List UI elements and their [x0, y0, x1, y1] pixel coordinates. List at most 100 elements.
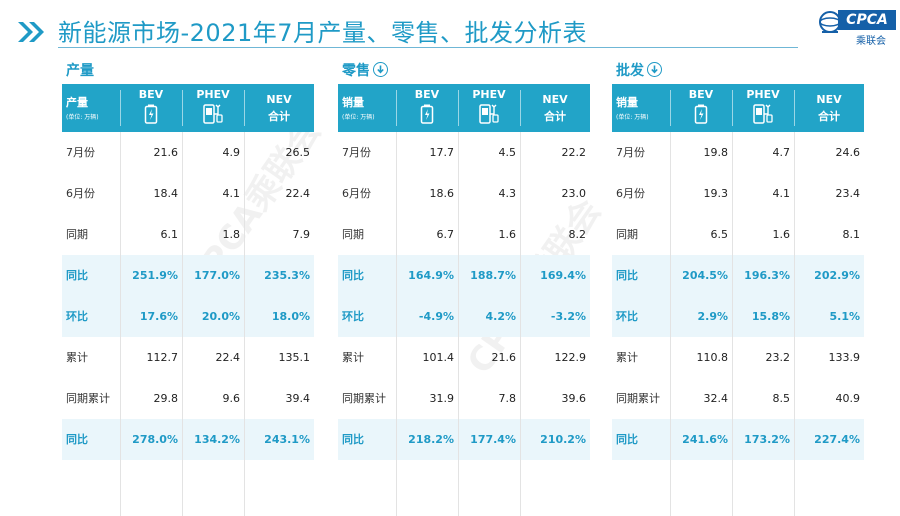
nev-value: 22.2 [561, 146, 587, 159]
table-row: 同比 204.5% 196.3% 202.9% [612, 255, 864, 296]
nev-column-header: NEV [266, 93, 292, 106]
phev-value: 4.7 [772, 146, 791, 159]
bev-value: 21.6 [153, 146, 179, 159]
row-label: 7月份 [342, 146, 371, 159]
double-chevron-icon [18, 22, 44, 42]
header-divider [120, 90, 121, 126]
table-row: 同期累计 31.9 7.8 39.6 [338, 378, 590, 419]
phev-value: 1.6 [772, 228, 791, 241]
nev-value: 18.0% [271, 310, 310, 323]
phev-value: 9.6 [222, 392, 241, 405]
bev-value: 32.4 [703, 392, 729, 405]
header-phev-cell: PHEV [458, 84, 520, 132]
cpca-logo-sub: 乘联会 [856, 36, 886, 47]
phev-value: 1.6 [498, 228, 517, 241]
bev-value: 2.9% [697, 310, 728, 323]
nev-value: 5.1% [829, 310, 860, 323]
column-divider [458, 132, 459, 516]
row-label: 同期累计 [342, 392, 386, 405]
table-row: 6月份 19.3 4.1 23.4 [612, 173, 864, 214]
phev-value: 4.5 [498, 146, 517, 159]
header-divider [670, 90, 671, 126]
row-label: 6月份 [66, 187, 95, 200]
phev-value: 196.3% [744, 269, 790, 282]
phev-value: 4.9 [222, 146, 241, 159]
bev-value: 6.5 [710, 228, 729, 241]
plug-in-hybrid-icon [753, 104, 773, 124]
column-divider [120, 132, 121, 516]
nev-total-header: 合计 [268, 110, 290, 123]
nev-value: 26.5 [285, 146, 311, 159]
down-arrow-icon[interactable] [647, 62, 662, 77]
row-label: 同比 [616, 433, 638, 446]
row-label: 累计 [616, 351, 638, 364]
bev-value: 218.2% [408, 433, 454, 446]
cpca-logo: CPCA [838, 10, 896, 30]
nev-value: 23.0 [561, 187, 587, 200]
row-label: 7月份 [66, 146, 95, 159]
nev-value: 24.6 [835, 146, 861, 159]
panel-label-text: 批发 [616, 63, 644, 79]
header-metric-cell: 销量 (单位: 万辆) [612, 84, 670, 132]
bev-column-header: BEV [688, 88, 714, 101]
bev-value: 6.1 [160, 228, 179, 241]
table-row: 环比 -4.9% 4.2% -3.2% [338, 296, 590, 337]
panel-label-text: 产量 [66, 63, 94, 79]
nev-value: 227.4% [814, 433, 860, 446]
row-label: 累计 [342, 351, 364, 364]
panel-label: 产量 [66, 60, 94, 80]
row-label: 同期 [342, 228, 364, 241]
header-nev-cell: NEV 合计 [520, 84, 590, 132]
title-underline [58, 47, 798, 48]
panel-label: 批发 [616, 60, 662, 80]
phev-column-header: PHEV [472, 88, 506, 101]
nev-value: 202.9% [814, 269, 860, 282]
bev-value: 164.9% [408, 269, 454, 282]
column-divider [244, 132, 245, 516]
phev-value: 21.6 [491, 351, 517, 364]
header-metric-label: 销量 [342, 96, 364, 109]
bev-value: 17.7 [429, 146, 455, 159]
header-metric-cell: 销量 (单位: 万辆) [338, 84, 396, 132]
page-title: 新能源市场-2021年7月产量、零售、批发分析表 [58, 19, 588, 47]
bev-value: 17.6% [139, 310, 178, 323]
table-row: 同期 6.7 1.6 8.2 [338, 214, 590, 255]
panel-header-row: 产量 (单位: 万辆) BEV PHEV [62, 84, 314, 132]
column-divider [670, 132, 671, 516]
nev-value: 40.9 [835, 392, 861, 405]
header-divider [732, 90, 733, 126]
row-label: 环比 [342, 310, 364, 323]
phev-value: 22.4 [215, 351, 241, 364]
phev-column-header: PHEV [196, 88, 230, 101]
header-metric-label: 产量 [66, 96, 88, 109]
phev-value: 20.0% [201, 310, 240, 323]
column-divider [396, 132, 397, 516]
data-panel-0: 产量 产量 (单位: 万辆) BEV PHEV [62, 60, 314, 516]
bev-value: 31.9 [429, 392, 455, 405]
table-row: 同比 278.0% 134.2% 243.1% [62, 419, 314, 460]
header-bev-cell: BEV [120, 84, 182, 132]
bev-value: 204.5% [682, 269, 728, 282]
phev-value: 7.8 [498, 392, 517, 405]
nev-total-header: 合计 [818, 110, 840, 123]
panel-label-text: 零售 [342, 63, 370, 79]
nev-value: 8.2 [568, 228, 587, 241]
phev-column-header: PHEV [746, 88, 780, 101]
table-row: 同比 251.9% 177.0% 235.3% [62, 255, 314, 296]
row-label: 环比 [616, 310, 638, 323]
bev-value: 18.4 [153, 187, 179, 200]
battery-icon [694, 104, 708, 124]
nev-value: 243.1% [264, 433, 310, 446]
column-divider [520, 132, 521, 516]
table-row: 同比 164.9% 188.7% 169.4% [338, 255, 590, 296]
header-bev-cell: BEV [396, 84, 458, 132]
table-row: 同期累计 29.8 9.6 39.4 [62, 378, 314, 419]
bev-value: 29.8 [153, 392, 179, 405]
battery-icon [144, 104, 158, 124]
row-label: 同期 [616, 228, 638, 241]
down-arrow-icon[interactable] [373, 62, 388, 77]
table-row: 7月份 17.7 4.5 22.2 [338, 132, 590, 173]
panel-header-row: 销量 (单位: 万辆) BEV PHEV [338, 84, 590, 132]
header-nev-cell: NEV 合计 [794, 84, 864, 132]
header-metric-label: 销量 [616, 96, 638, 109]
